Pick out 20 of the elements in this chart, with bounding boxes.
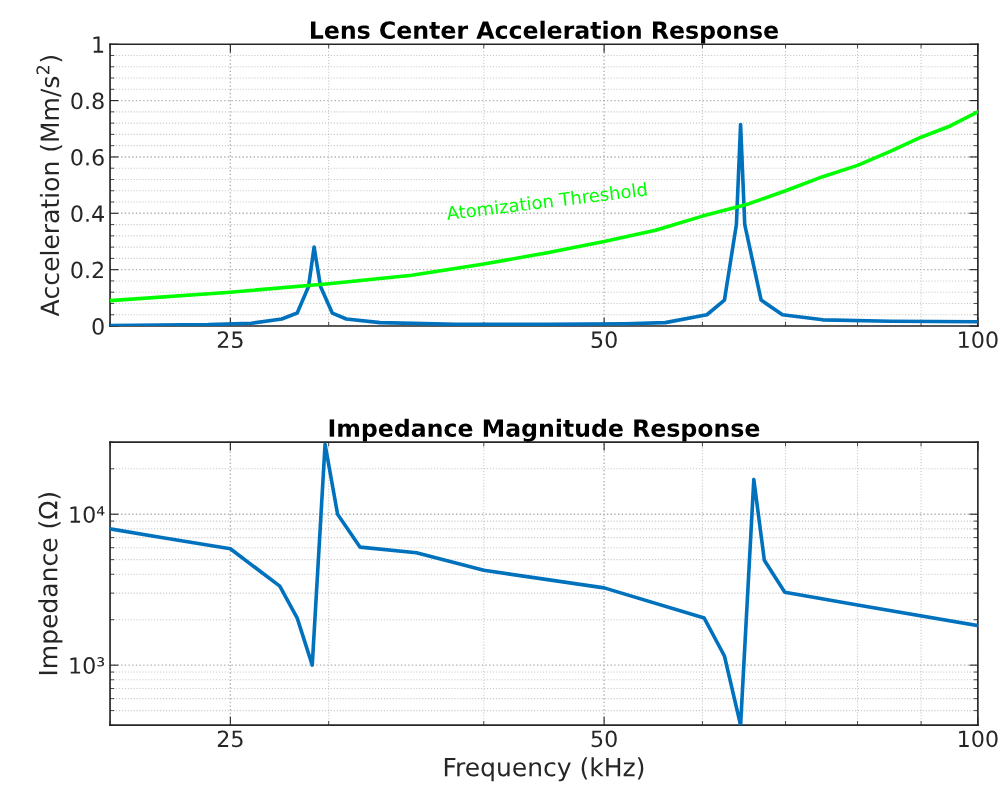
y-tick-label: 0.6 bbox=[71, 148, 104, 166]
y-tick-label: 0.2 bbox=[71, 261, 103, 279]
y-tick-label: 0 bbox=[92, 317, 104, 335]
x-tick-label: 25 bbox=[217, 730, 243, 748]
y-tick-label: 10³ bbox=[70, 657, 105, 674]
x-tick-label: 50 bbox=[591, 730, 617, 748]
x-tick-label: 100 bbox=[959, 331, 998, 349]
chart-title: Lens Center Acceleration Response bbox=[310, 20, 778, 44]
y-tick-label: 0.4 bbox=[71, 205, 104, 223]
y-tick-label: 0.8 bbox=[71, 92, 104, 110]
x-tick-label: 100 bbox=[959, 730, 998, 748]
x-tick-label: 50 bbox=[591, 331, 617, 349]
y-axis-title: Impedance (Ω) bbox=[38, 493, 63, 675]
y-axis-title: Acceleration (Mm/s$^{2}$) bbox=[36, 55, 63, 317]
x-tick-label: 25 bbox=[217, 331, 243, 349]
y-tick-label: 10⁴ bbox=[70, 506, 105, 523]
x-axis-title: Frequency (kHz) bbox=[444, 757, 644, 782]
y-tick-label: 1 bbox=[93, 36, 104, 53]
chart-title: Impedance Magnitude Response bbox=[329, 418, 760, 442]
text: Atomization Threshold bbox=[445, 181, 647, 221]
